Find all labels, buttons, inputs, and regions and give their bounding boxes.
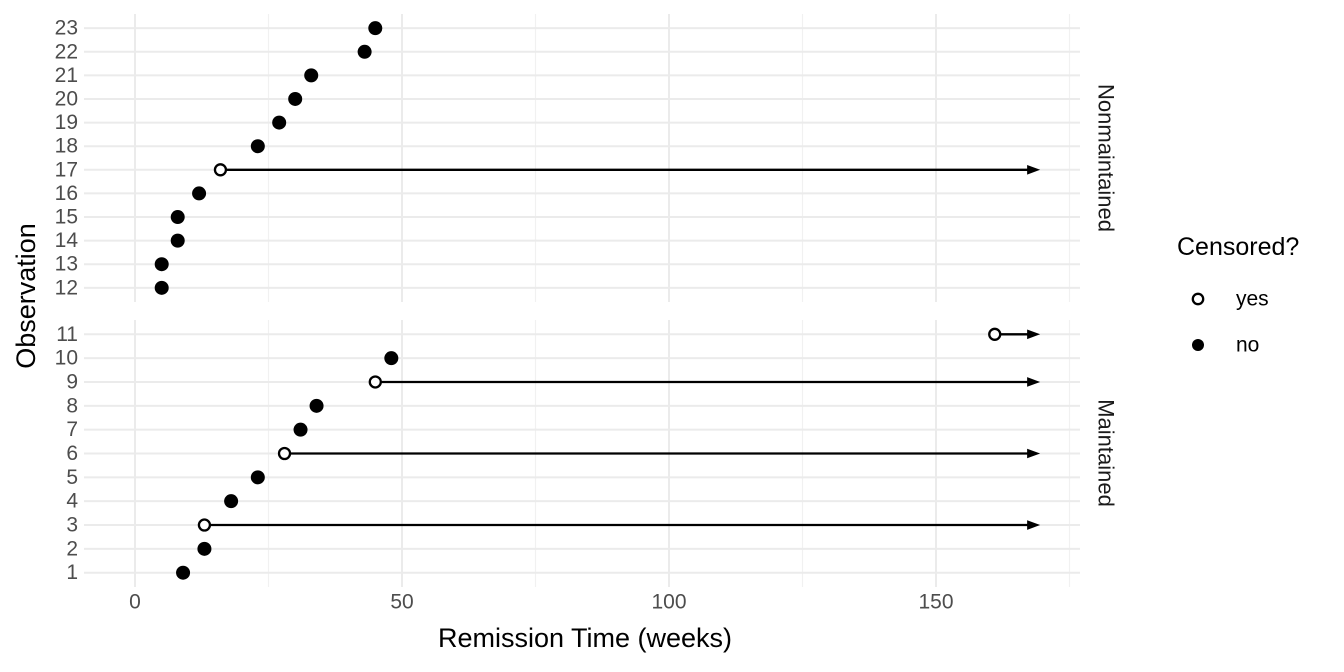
data-point-censored bbox=[213, 163, 228, 177]
y-tick-label: 14 bbox=[55, 229, 79, 252]
legend-item-yes: yes bbox=[1236, 288, 1269, 311]
facet-label-maintained: Maintained bbox=[1094, 399, 1119, 507]
y-tick-label: 4 bbox=[66, 490, 78, 513]
data-point-censored bbox=[988, 327, 1002, 341]
data-point-event bbox=[288, 91, 303, 106]
data-point-event bbox=[170, 210, 185, 225]
y-tick-label: 22 bbox=[55, 40, 78, 63]
y-tick-label: 15 bbox=[55, 206, 78, 229]
data-point-event bbox=[357, 44, 372, 59]
data-point-event bbox=[250, 470, 265, 485]
y-tick-label: 5 bbox=[66, 466, 78, 489]
legend-title: Censored? bbox=[1177, 233, 1299, 261]
legend: Censored? yes no bbox=[1177, 233, 1299, 357]
y-tick-label: 16 bbox=[55, 182, 78, 205]
y-tick-label: 7 bbox=[66, 418, 78, 441]
data-point-event bbox=[154, 280, 169, 295]
y-tick-label: 13 bbox=[55, 253, 78, 276]
data-point-event bbox=[293, 422, 308, 437]
y-tick-label: 3 bbox=[66, 514, 78, 537]
y-tick-label: 23 bbox=[55, 17, 78, 40]
data-point-event bbox=[176, 565, 191, 580]
y-axis-title: Observation bbox=[11, 223, 41, 369]
y-tick-label: 19 bbox=[55, 111, 78, 134]
data-point-event bbox=[154, 257, 169, 272]
y-tick-label: 12 bbox=[55, 276, 78, 299]
y-tick-label: 6 bbox=[66, 442, 78, 465]
data-point-censored bbox=[277, 446, 292, 461]
data-point-censored bbox=[197, 518, 212, 532]
x-tick-label: 50 bbox=[390, 591, 413, 614]
x-tick-label: 0 bbox=[129, 591, 141, 614]
data-point-event bbox=[197, 541, 212, 556]
y-tick-label: 11 bbox=[56, 323, 78, 346]
legend-filled-circle-icon bbox=[1192, 339, 1204, 351]
censor-arrowhead bbox=[1027, 165, 1041, 175]
data-marks-layer bbox=[154, 21, 1041, 580]
censor-arrowhead bbox=[1027, 377, 1041, 387]
censor-arrowhead bbox=[1027, 448, 1041, 459]
y-tick-label: 1 bbox=[66, 561, 78, 584]
facet-label-nonmaintained: Nonmaintained bbox=[1094, 84, 1119, 232]
data-point-event bbox=[192, 186, 207, 201]
legend-item-no: no bbox=[1236, 334, 1259, 357]
y-tick-label: 17 bbox=[55, 158, 78, 181]
data-point-event bbox=[309, 398, 324, 413]
y-tick-label: 2 bbox=[66, 537, 78, 560]
y-tick-label: 10 bbox=[55, 347, 78, 370]
data-point-event bbox=[368, 21, 383, 36]
data-point-event bbox=[272, 115, 287, 130]
x-tick-label: 150 bbox=[918, 591, 953, 614]
censor-arrowhead bbox=[1027, 329, 1041, 340]
x-tick-label: 100 bbox=[651, 591, 686, 614]
data-point-censored bbox=[368, 375, 382, 389]
y-tick-label: 21 bbox=[55, 64, 78, 87]
data-point-event bbox=[384, 351, 399, 366]
legend-open-circle-icon bbox=[1191, 292, 1205, 306]
y-tick-label: 8 bbox=[66, 394, 78, 417]
y-tick-label: 9 bbox=[66, 370, 78, 393]
y-tick-label: 20 bbox=[55, 87, 78, 110]
x-axis-title: Remission Time (weeks) bbox=[438, 623, 732, 653]
data-point-event bbox=[224, 494, 239, 509]
data-point-event bbox=[304, 68, 319, 83]
data-point-event bbox=[250, 139, 265, 154]
data-point-event bbox=[170, 233, 185, 248]
censor-arrowhead bbox=[1027, 520, 1041, 530]
y-tick-label: 18 bbox=[55, 135, 78, 158]
